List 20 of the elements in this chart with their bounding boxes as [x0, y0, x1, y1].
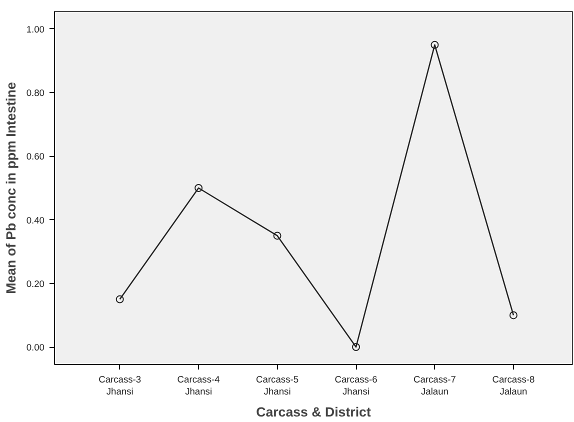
point: [116, 295, 124, 304]
x-tick-label: Carcass-6 Jhansi: [334, 374, 378, 396]
y-tick-label: 0.60: [26, 152, 44, 162]
x-tick-label: Carcass-5 Jhansi: [256, 374, 299, 396]
x-tick-label: Carcass-4 Jhansi: [177, 374, 220, 396]
point: [352, 343, 360, 351]
y-tick-label: 1.00: [26, 24, 44, 34]
x-tick-label: Carcass-3 Jhansi: [98, 374, 142, 396]
y-tick-label: 0.20: [26, 278, 44, 289]
point: [430, 40, 439, 49]
x-axis-title: Carcass & District: [256, 404, 372, 420]
point: [194, 184, 203, 192]
y-tick-label: 0.40: [26, 215, 44, 226]
point: [273, 232, 282, 240]
x-tick-label: Carcass-7 Jalaun: [413, 374, 456, 396]
point: [509, 311, 518, 320]
y-tick-label: 0.00: [26, 342, 44, 353]
y-axis-title: Mean of Pb conc in ppm Intestine: [3, 82, 18, 294]
y-tick-label: 0.80: [26, 88, 44, 98]
x-tick-label: Carcass-8 Jalaun: [492, 374, 535, 396]
